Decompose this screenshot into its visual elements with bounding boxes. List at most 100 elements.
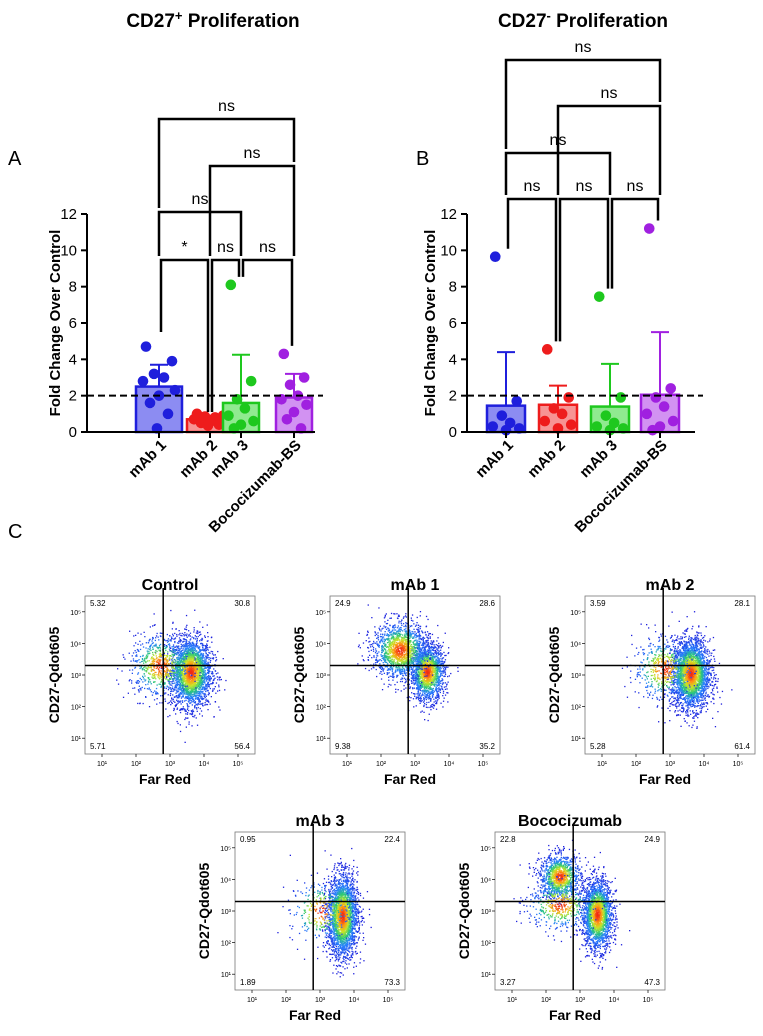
flow-event bbox=[189, 694, 191, 697]
flow-event bbox=[175, 686, 177, 688]
flow-event bbox=[427, 695, 429, 697]
flow-event bbox=[187, 697, 189, 699]
flow-event bbox=[201, 661, 203, 663]
flow-event bbox=[184, 648, 187, 650]
flow-event bbox=[150, 662, 152, 665]
flow-event bbox=[169, 644, 171, 646]
flow-event bbox=[153, 676, 156, 679]
flow-event bbox=[207, 709, 209, 711]
flow-event bbox=[205, 678, 207, 680]
flow-event bbox=[179, 658, 181, 660]
flow-event bbox=[420, 677, 422, 679]
flow-event bbox=[414, 683, 416, 685]
flow-event bbox=[151, 676, 153, 678]
y-axis-title: Fold Change Over Control bbox=[422, 230, 439, 417]
flow-event bbox=[179, 687, 181, 689]
flow-event bbox=[192, 698, 194, 701]
flow-event bbox=[179, 684, 181, 686]
flow-event bbox=[435, 666, 437, 669]
flow-event bbox=[148, 650, 150, 652]
flow-event bbox=[178, 674, 181, 677]
flow-event bbox=[434, 688, 437, 691]
flow-event bbox=[198, 675, 200, 677]
flow-event bbox=[190, 679, 193, 682]
flow-event bbox=[427, 642, 430, 644]
flow-event bbox=[196, 654, 199, 656]
flow-event bbox=[192, 681, 195, 683]
flow-event bbox=[192, 675, 194, 677]
y-tick-label: 10⁴ bbox=[70, 641, 81, 648]
flow-event bbox=[170, 671, 172, 673]
flow-event bbox=[413, 673, 415, 676]
flow-event bbox=[433, 698, 435, 700]
flow-event bbox=[190, 661, 193, 663]
flow-event bbox=[186, 713, 189, 715]
flow-event bbox=[191, 648, 193, 650]
flow-event bbox=[424, 672, 426, 674]
flow-event bbox=[409, 641, 411, 643]
flow-event bbox=[145, 696, 147, 698]
flow-event bbox=[196, 637, 198, 640]
flow-event bbox=[167, 660, 169, 662]
flow-event bbox=[427, 706, 429, 709]
flow-event bbox=[149, 681, 152, 683]
flow-event bbox=[202, 655, 204, 657]
flow-event bbox=[152, 648, 154, 650]
flow-event bbox=[190, 692, 192, 694]
flow-event bbox=[190, 697, 192, 699]
flow-event bbox=[169, 659, 171, 661]
flow-event bbox=[433, 662, 435, 664]
flow-event bbox=[194, 653, 197, 656]
flow-event bbox=[425, 698, 428, 701]
flow-event bbox=[152, 661, 155, 663]
flow-event bbox=[187, 652, 190, 654]
flow-event bbox=[419, 695, 421, 697]
flow-event bbox=[184, 686, 187, 688]
flow-event bbox=[419, 672, 421, 674]
flow-event bbox=[191, 636, 193, 638]
y-tick-label: 12 bbox=[60, 206, 77, 223]
flow-event bbox=[181, 673, 183, 675]
flow-event bbox=[417, 656, 419, 658]
flow-event bbox=[218, 677, 220, 679]
flow-event bbox=[421, 657, 424, 659]
flow-event bbox=[436, 694, 438, 696]
flow-event bbox=[184, 659, 186, 661]
flow-event bbox=[189, 646, 191, 648]
flow-event bbox=[206, 685, 208, 687]
flow-event bbox=[438, 683, 440, 685]
flow-event bbox=[155, 653, 157, 655]
flow-event bbox=[184, 645, 186, 647]
flow-event bbox=[185, 686, 188, 688]
flow-event bbox=[172, 694, 174, 696]
flow-event bbox=[191, 713, 194, 715]
flow-event bbox=[131, 682, 133, 684]
flow-event bbox=[190, 653, 192, 655]
flow-event bbox=[190, 687, 192, 689]
flow-event bbox=[173, 700, 175, 702]
flow-event bbox=[198, 655, 200, 658]
flow-event bbox=[430, 680, 432, 682]
flow-event bbox=[193, 676, 195, 678]
flow-event bbox=[165, 659, 167, 661]
x-tick-label: mAb 3 bbox=[576, 437, 620, 481]
flow-event bbox=[144, 636, 146, 638]
flow-event bbox=[145, 661, 147, 663]
flow-event bbox=[183, 669, 185, 672]
flow-event bbox=[422, 701, 425, 703]
flow-event bbox=[175, 660, 177, 662]
flow-event bbox=[425, 640, 427, 642]
flow-event bbox=[448, 675, 450, 677]
flow-event bbox=[420, 687, 422, 689]
flow-event bbox=[159, 702, 161, 704]
flow-event bbox=[147, 654, 149, 656]
flow-event bbox=[206, 690, 208, 692]
flow-event bbox=[191, 674, 193, 676]
flow-event bbox=[139, 677, 141, 680]
flow-event bbox=[137, 689, 140, 691]
flow-event bbox=[185, 650, 187, 652]
flow-event bbox=[165, 673, 167, 675]
significance-label: ns bbox=[192, 191, 209, 208]
flow-event bbox=[176, 681, 178, 683]
flow-event bbox=[418, 685, 420, 687]
